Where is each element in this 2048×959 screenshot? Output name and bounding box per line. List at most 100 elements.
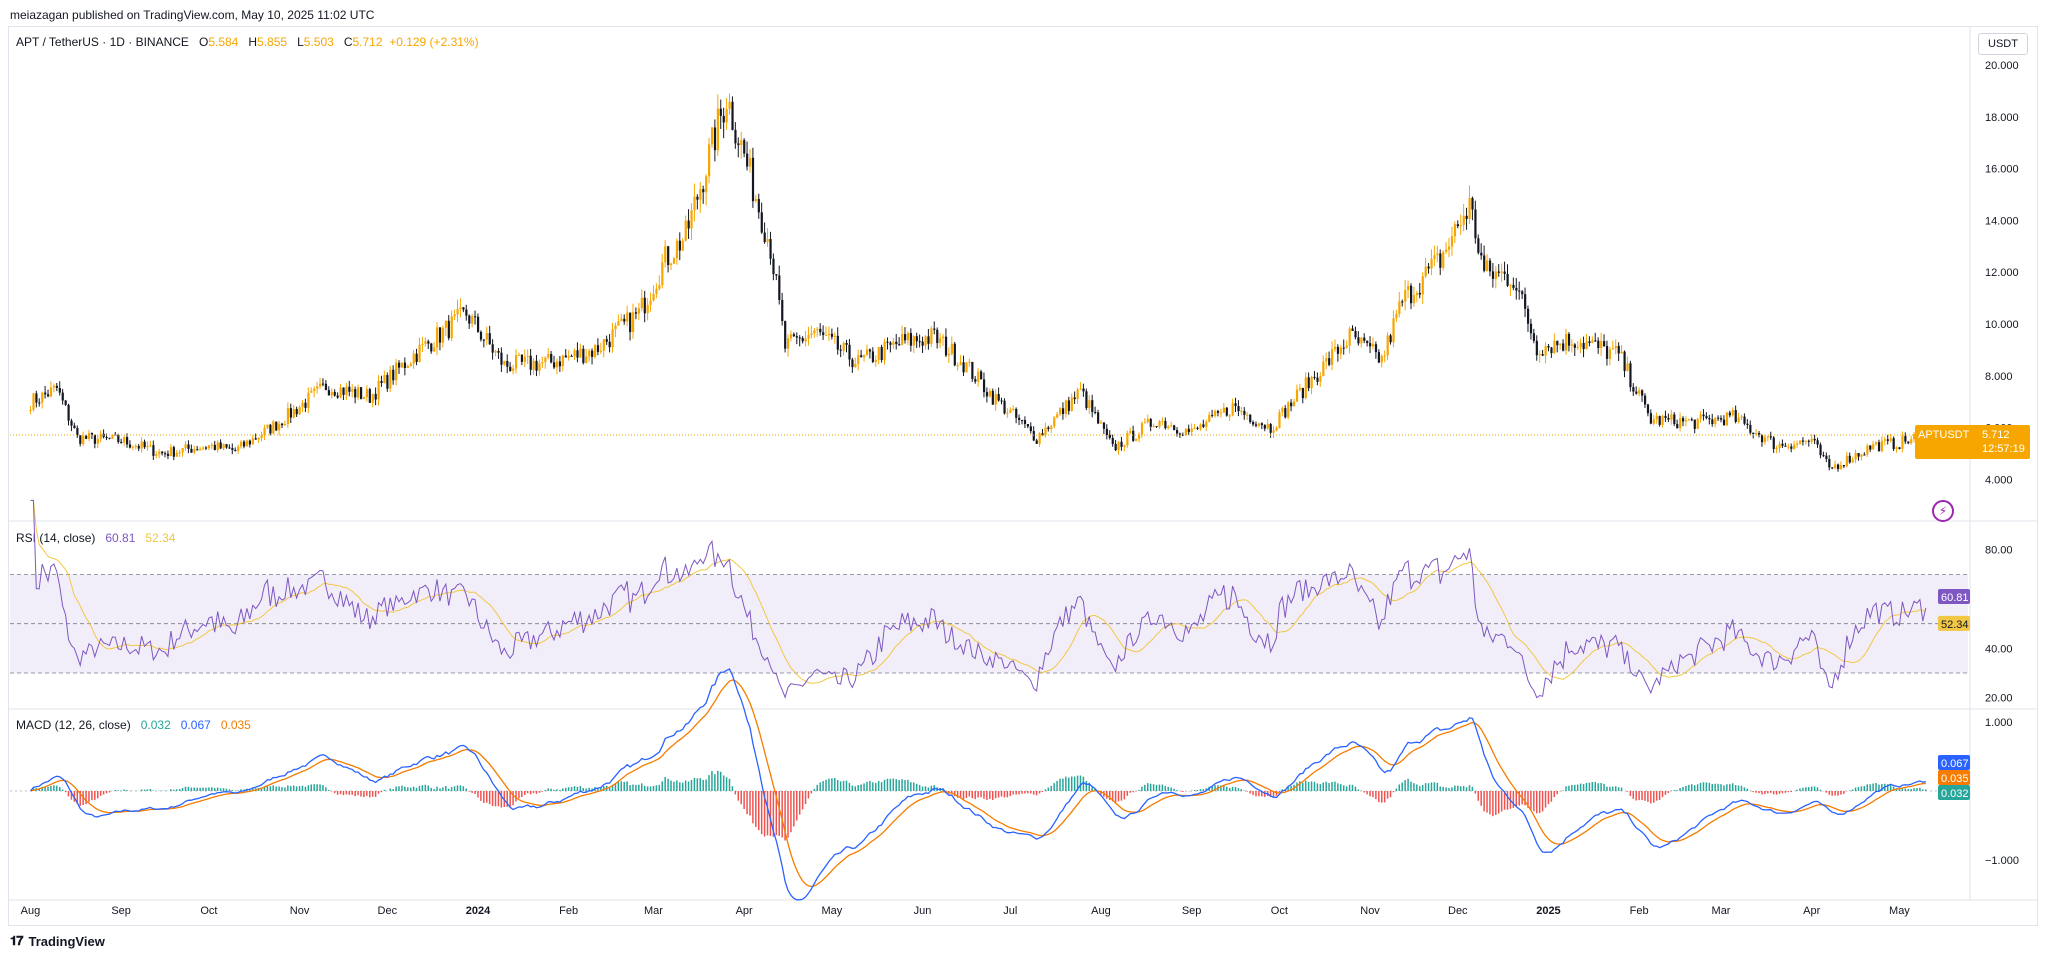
symbol-label[interactable]: APT / TetherUS · 1D · BINANCE [16,35,189,49]
candle-body [898,344,901,346]
candle-body [1246,414,1249,416]
candle-body [596,345,600,352]
candle-body [1661,415,1664,425]
candle-body [1693,419,1696,429]
candle-body [1676,423,1679,429]
candle-body [152,445,155,456]
candle-body [1687,419,1691,421]
candle-body [234,450,237,452]
macd-histogram [32,770,1927,841]
candle-body [1228,415,1231,417]
candle-body [1588,341,1591,344]
candle-body [143,441,146,448]
candle-body [1448,246,1451,250]
candle-body [895,341,898,345]
candle-body [670,263,673,266]
candle-body [383,375,386,383]
candle-body [903,334,907,341]
macd-axis-tick: −1.000 [1985,855,2019,867]
candle-body [1488,260,1492,272]
high-value: 5.855 [257,35,288,49]
candle-body [444,320,447,328]
candle-body [819,328,822,333]
candle-body [1649,413,1653,424]
price-axis-tick: 4.000 [1985,474,2013,486]
hist-value-tag [1938,785,1970,800]
candle-body [1465,215,1468,219]
candle-body [1260,423,1264,425]
tradingview-logo: 𝟏𝟕 TradingView [10,933,105,949]
candle-body [1860,454,1863,457]
candle-body [608,341,611,348]
candle-body [1889,438,1892,441]
candle-body [977,371,980,382]
candle-body [1088,400,1091,409]
candle-body [912,336,915,346]
candle-body [716,108,720,151]
candle-body [111,434,114,439]
candle-body [196,449,199,451]
close-value: 5.712 [352,35,383,49]
candle-body [1702,414,1705,417]
candle-body [520,354,524,362]
lightning-icon[interactable]: ⚡ [1932,500,1954,522]
chart-canvas[interactable]: 4.0006.0008.00010.00012.00014.00016.0001… [0,0,2048,930]
candle-body [468,315,471,324]
candle-body [1643,395,1647,405]
currency-unit-button[interactable]: USDT [1978,33,2028,55]
candle-body [1307,377,1310,389]
candle-body [82,435,85,444]
candle-body [1374,344,1378,353]
candle-body [120,441,123,443]
candle-body [740,140,743,146]
candle-body [1345,345,1348,348]
candle-body [1117,441,1120,451]
candle-body [1383,355,1386,357]
candle-body [1796,443,1799,445]
change-value: +0.129 (+2.31%) [389,35,479,49]
time-axis-tick: Mar [1712,905,1731,917]
time-axis-tick: Nov [290,905,310,917]
rsi-axis-tick: 20.00 [1985,693,2013,705]
candle-body [889,342,892,345]
candle-body [947,353,951,356]
tv-mark-icon: 𝟏𝟕 [10,933,24,948]
candle-body [1667,417,1670,420]
candle-body [857,355,860,364]
candle-body [547,353,550,358]
candle-body [544,357,547,363]
candle-body [1869,445,1872,450]
candle-body [1784,445,1787,447]
candle-body [1541,354,1544,356]
candle-body [1070,397,1073,411]
candle-body [1632,387,1635,392]
candle-body [942,336,945,339]
candle-body [991,390,994,405]
open-value: 5.584 [208,35,239,49]
candle-body [1895,447,1898,449]
candle-body [202,447,205,449]
candle-body [915,336,918,342]
candle-body [1143,422,1147,424]
candle-body [664,246,667,263]
rsi-title[interactable]: RSI (14, close) [16,531,96,545]
candle-body [1679,418,1682,429]
macd-title[interactable]: MACD (12, 26, close) [16,718,131,732]
candle-body [842,342,845,351]
candle-body [1342,347,1345,349]
candle-body [1436,253,1439,256]
candle-body [675,240,679,259]
candle-body [1828,459,1831,468]
candle-body [1392,318,1395,343]
rsi-legend: RSI (14, close) 60.81 52.34 [16,531,175,545]
candle-body [1190,428,1193,433]
candle-body [380,380,383,383]
candle-body [1471,198,1474,210]
candle-body [980,371,983,380]
candle-body [725,108,728,123]
candle-body [1547,346,1550,348]
candle-body [585,356,588,363]
rsi-value: 60.81 [105,531,136,545]
rsi-axis-tick: 40.00 [1985,643,2013,655]
candle-body [1114,443,1117,451]
